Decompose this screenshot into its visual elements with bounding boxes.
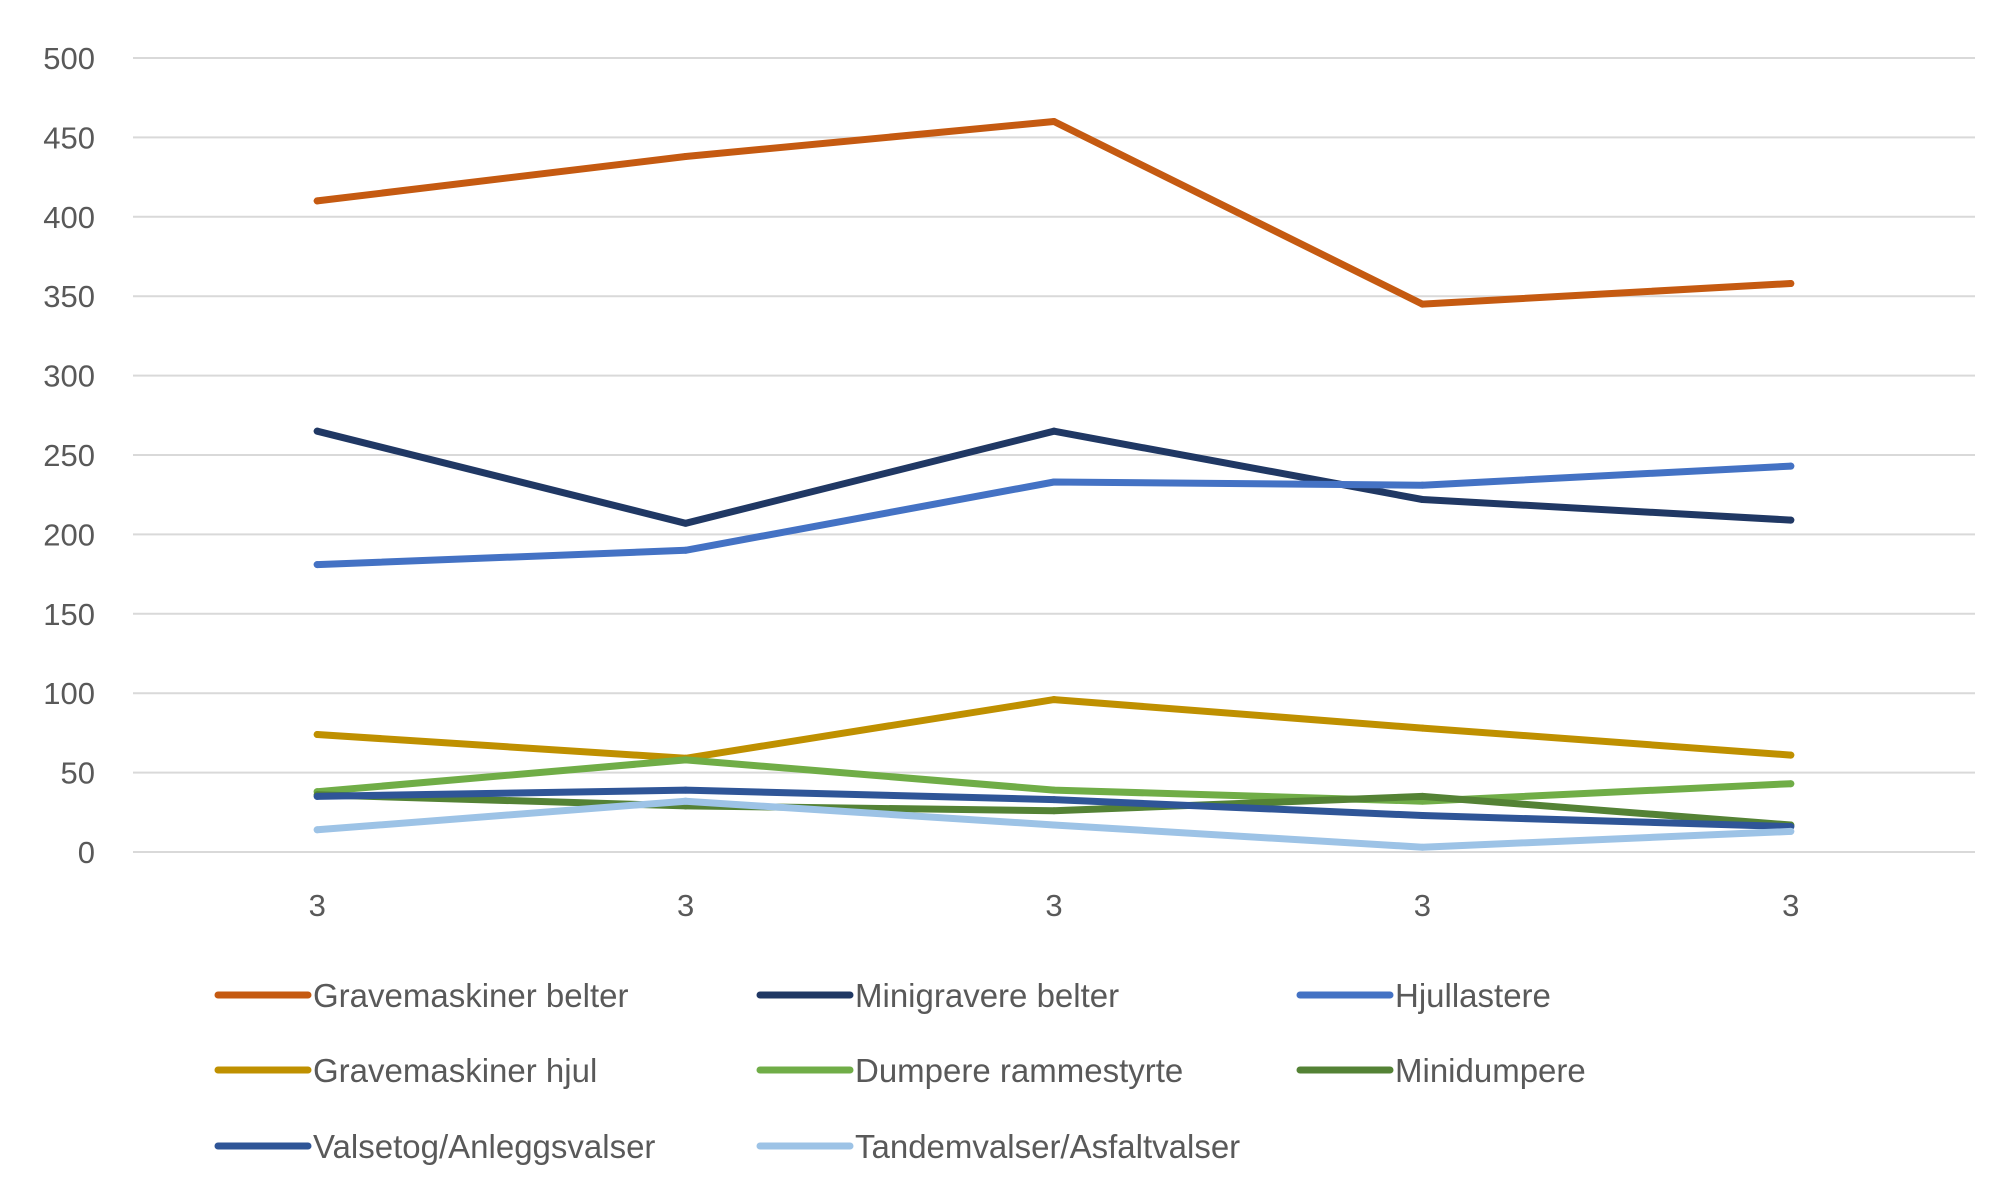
data-point-dumpere-rammestyrte [682,756,690,764]
legend-item-tandemvalser-asfaltvalser: Tandemvalser/Asfaltvalser [756,1128,1240,1165]
data-point-hjullastere [1050,478,1058,486]
x-tick-label: 3 [1414,888,1431,923]
data-point-valsetog-anleggsvalser [313,792,321,800]
data-point-hjullastere [1787,462,1795,470]
data-point-gravemaskiner-hjul [1418,724,1426,732]
data-point-minigravere-belter [1787,516,1795,524]
data-point-tandemvalser-asfaltvalser [1050,821,1058,829]
y-tick-label: 150 [43,597,95,632]
gridlines [133,57,1975,853]
y-tick-label: 350 [43,279,95,314]
y-tick-label: 400 [43,200,95,235]
x-axis-tick-labels: 3 3 3 3 3 [309,888,1800,923]
series-line-gravemaskiner-hjul [313,696,1795,762]
data-point-gravemaskiner-belter [313,197,321,205]
x-tick-label: 3 [1782,888,1799,923]
x-tick-label: 3 [309,888,326,923]
data-point-tandemvalser-asfaltvalser [1418,843,1426,851]
legend-label: Dumpere rammestyrte [855,1052,1183,1089]
data-point-tandemvalser-asfaltvalser [1787,827,1795,835]
legend-label: Minidumpere [1395,1052,1586,1089]
legend-item-minigravere-belter: Minigravere belter [756,977,1119,1014]
data-point-gravemaskiner-hjul [313,730,321,738]
y-tick-label: 500 [43,41,95,76]
data-point-hjullastere [682,546,690,554]
data-point-hjullastere [1418,481,1426,489]
data-point-valsetog-anleggsvalser [682,786,690,794]
legend-item-valsetog-anleggsvalser: Valsetog/Anleggsvalser [214,1128,655,1165]
y-tick-label: 450 [43,120,95,155]
legend-label: Hjullastere [1395,977,1551,1014]
data-point-hjullastere [313,561,321,569]
data-point-tandemvalser-asfaltvalser [682,797,690,805]
y-tick-label: 100 [43,676,95,711]
data-point-gravemaskiner-belter [682,152,690,160]
data-point-minigravere-belter [1418,495,1426,503]
legend-label: Gravemaskiner belter [313,977,628,1014]
y-tick-label: 300 [43,359,95,394]
data-point-gravemaskiner-hjul [1050,696,1058,704]
legend-label: Valsetog/Anleggsvalser [313,1128,655,1165]
data-point-valsetog-anleggsvalser [1050,796,1058,804]
legend: Gravemaskiner belter Minigravere belter Hj… [214,977,1586,1165]
legend-item-gravemaskiner-belter: Gravemaskiner belter [214,977,628,1014]
x-tick-label: 3 [1045,888,1062,923]
data-point-gravemaskiner-belter [1418,300,1426,308]
legend-item-minidumpere: Minidumpere [1296,1052,1586,1089]
data-point-minigravere-belter [313,427,321,435]
data-point-minidumpere [1050,807,1058,815]
series-lines [313,118,1795,851]
y-axis-tick-labels: 0 50 100 150 200 250 300 350 400 450 500 [43,41,95,870]
data-point-gravemaskiner-belter [1050,118,1058,126]
data-point-minigravere-belter [1050,427,1058,435]
legend-label: Gravemaskiner hjul [313,1052,597,1089]
legend-item-gravemaskiner-hjul: Gravemaskiner hjul [214,1052,597,1089]
series-line-gravemaskiner-belter [313,118,1795,308]
x-tick-label: 3 [677,888,694,923]
y-tick-label: 50 [61,756,95,791]
data-point-minidumpere [1418,792,1426,800]
y-tick-label: 250 [43,438,95,473]
data-point-tandemvalser-asfaltvalser [313,826,321,834]
data-point-gravemaskiner-hjul [1787,751,1795,759]
data-point-dumpere-rammestyrte [1050,786,1058,794]
legend-item-dumpere-rammestyrte: Dumpere rammestyrte [756,1052,1183,1089]
y-tick-label: 0 [78,835,95,870]
y-tick-label: 200 [43,517,95,552]
legend-label: Tandemvalser/Asfaltvalser [855,1128,1240,1165]
legend-label: Minigravere belter [855,977,1119,1014]
data-point-dumpere-rammestyrte [1787,780,1795,788]
data-point-minigravere-belter [682,519,690,527]
data-point-gravemaskiner-belter [1787,279,1795,287]
legend-item-hjullastere: Hjullastere [1296,977,1551,1014]
data-point-valsetog-anleggsvalser [1418,811,1426,819]
